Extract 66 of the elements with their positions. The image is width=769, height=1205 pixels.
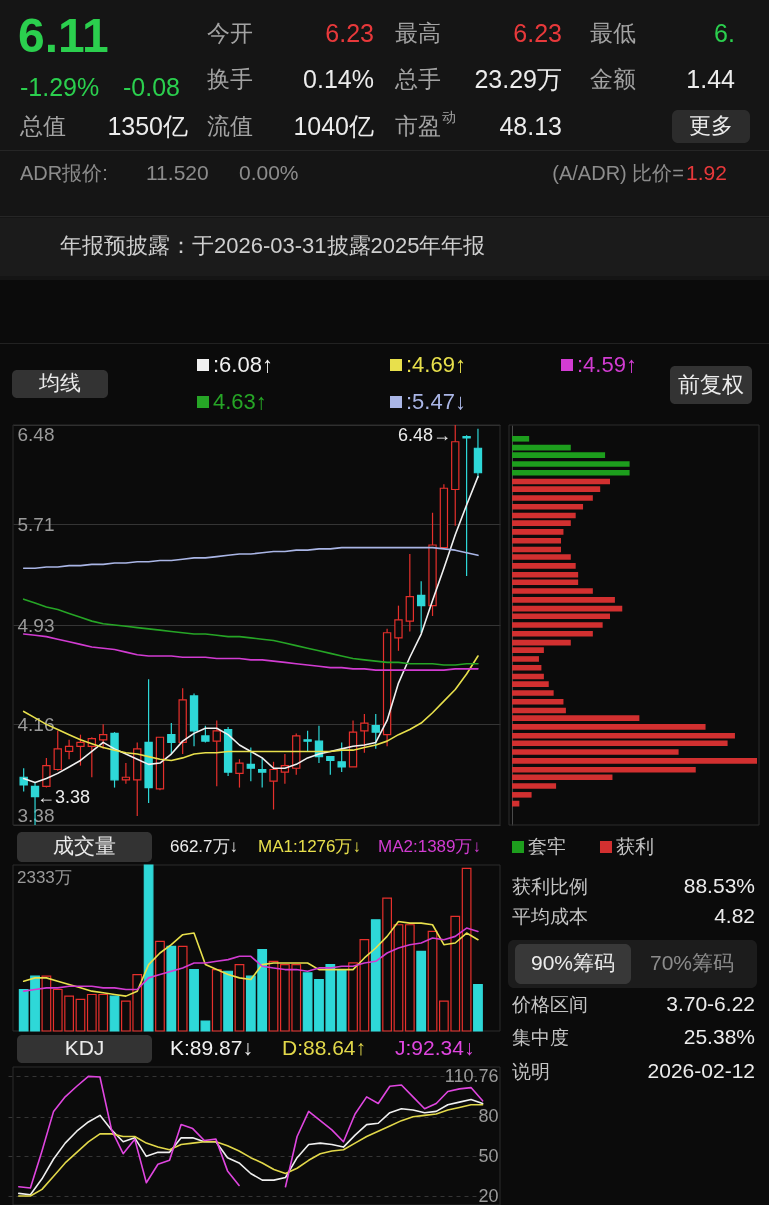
annotation: ←3.38 [37,787,91,807]
text: (A/ADR) 比价= [552,162,684,184]
text: MA2:1389万↓ [378,837,481,856]
text: 48.13 [499,112,562,140]
text: 1.92 [686,161,727,184]
legend-label: :6.08↑ [213,352,273,377]
legend-label: :4.69↑ [406,352,466,377]
legend-label: 套牢 [528,836,566,857]
text: 6. [714,19,735,47]
text: -0.08 [123,73,180,101]
text: 3.70-6.22 [666,992,755,1015]
text: K:89.87↓ [170,1036,253,1059]
text: MA1:1276万↓ [258,837,361,856]
text: 总手 [394,66,441,92]
y-tick-label: 6.48 [17,423,55,445]
text: 最高 [395,20,441,46]
text: 2026-02-12 [647,1059,755,1082]
text: 前复权 [678,372,744,397]
text: 平均成本 [512,906,588,927]
text: 90%筹码 [530,951,616,974]
series-label: J:92.34↓ [395,1036,475,1059]
annotation: 6.48→ [397,425,451,445]
text: 最低 [590,20,636,46]
text: 更多 [689,113,733,138]
text: KDJ [64,1036,105,1059]
text: 1.44 [686,65,736,93]
y-tick-label: 50 [478,1145,499,1166]
text: 11.520 [146,161,209,184]
text: 金额 [590,66,636,92]
y-tick-label: 5.71 [17,513,55,535]
text: 6.11 [18,9,109,62]
text: 总值 [19,113,66,139]
series-label: 662.7万↓ [170,837,239,856]
text: 1350亿 [107,112,188,140]
text: ADR报价: [20,162,108,184]
text: 流值 [207,113,253,139]
text: 价格区间 [511,994,588,1015]
annotation: 2333万 [17,868,72,887]
y-tick-label: 110.76 [444,1065,499,1086]
legend-label: 获利 [616,836,654,857]
legend-label: :5.47↓ [406,389,466,414]
text: 说明 [512,1061,550,1082]
text: 4.82 [714,904,755,927]
text: 25.38% [683,1025,755,1048]
text: 集中度 [512,1027,569,1048]
text: 换手 [207,66,253,92]
text: 年报预披露：于2026-03-31披露2025年年报 [60,233,486,258]
text: 6.23 [513,19,562,47]
legend-label: :4.59↑ [577,352,637,377]
legend-label: 4.63↑ [213,389,267,414]
text: 成交量 [53,834,116,857]
text: 0.14% [303,65,374,93]
y-tick-label: 4.93 [17,614,55,636]
text: 1040亿 [293,112,374,140]
y-tick-label: 80 [478,1106,499,1127]
text: 70%筹码 [649,951,735,974]
text: 均线 [38,371,81,394]
text: 6.23 [325,19,374,47]
text: 今开 [207,20,253,46]
text: 88.53% [683,874,755,897]
text: D:88.64↑ [282,1036,367,1059]
text: 获利比例 [512,876,588,897]
text: -1.29% [20,73,100,101]
y-tick-label: 20 [478,1185,499,1205]
text: 0.00% [239,161,299,184]
text: 23.29万 [474,65,562,93]
